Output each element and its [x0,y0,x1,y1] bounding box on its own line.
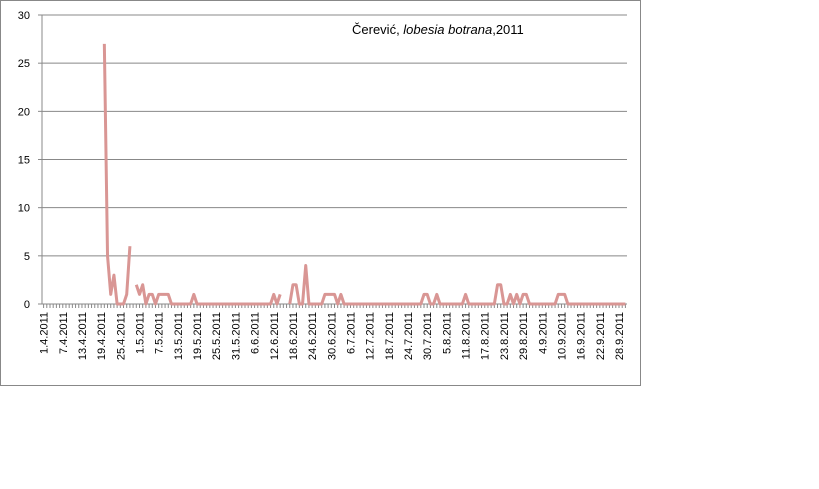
chart-title: Čerević, lobesia botrana,2011 [352,22,524,37]
x-tick-label: 31.5.2011 [230,312,242,360]
x-tick-label: 17.8.2011 [480,312,492,360]
x-tick-label: 24.7.2011 [403,312,415,360]
x-tick-label: 5.8.2011 [441,312,453,354]
x-tick-label: 18.7.2011 [384,312,396,360]
y-tick-label: 10 [18,203,30,215]
x-tick-label: 6.7.2011 [345,312,357,354]
y-tick-label: 0 [24,299,30,311]
x-tick-label: 10.9.2011 [556,312,568,360]
x-tick-label: 1.4.2011 [39,312,51,354]
x-tick-label: 29.8.2011 [518,312,530,360]
x-tick-label: 30.6.2011 [326,312,338,360]
x-tick-label: 12.6.2011 [269,312,281,360]
series-line [102,43,626,306]
x-tick-label: 16.9.2011 [576,312,588,360]
x-tick-label: 18.6.2011 [288,312,300,360]
y-tick-label: 15 [18,155,30,167]
x-tick-label: 19.4.2011 [96,312,108,360]
x-tick-label: 23.8.2011 [499,312,511,360]
x-tick-label: 30.7.2011 [422,312,434,360]
title-part: ,2011 [492,22,524,37]
x-tick-label: 25.5.2011 [211,312,223,360]
x-tick-label: 28.9.2011 [614,312,626,360]
y-tick-label: 25 [18,58,30,70]
x-tick-label: 4.9.2011 [537,312,549,354]
x-tick-label: 6.6.2011 [250,312,262,354]
x-tick-label: 22.9.2011 [595,312,607,360]
y-tick-label: 20 [18,106,30,118]
x-tick-label: 11.8.2011 [461,312,473,359]
x-tick-label: 13.5.2011 [173,312,185,360]
x-tick-label: 7.5.2011 [154,312,166,354]
title-part: Čerević, [352,22,403,37]
x-tick-label: 1.5.2011 [135,312,147,354]
x-tick-label: 25.4.2011 [115,312,127,360]
x-tick-label: 7.4.2011 [58,312,70,354]
x-tick-label: 24.6.2011 [307,312,319,360]
title-part: lobesia botrana [403,22,492,37]
y-tick-label: 5 [24,251,30,263]
y-tick-label: 30 [18,10,30,22]
x-tick-label: 13.4.2011 [77,312,89,360]
x-tick-label: 12.7.2011 [365,312,377,360]
x-tick-label: 19.5.2011 [192,312,204,360]
